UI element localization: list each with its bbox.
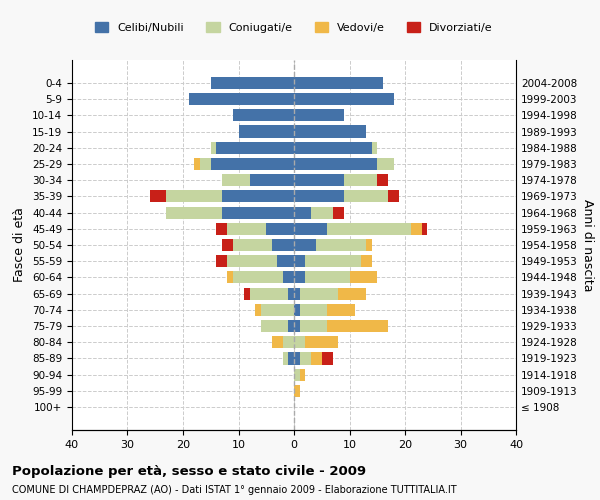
Bar xyxy=(222,174,250,186)
Bar xyxy=(216,222,227,235)
Bar xyxy=(260,304,294,316)
Bar xyxy=(294,206,311,218)
Bar xyxy=(338,288,366,300)
Bar xyxy=(277,255,294,268)
Bar xyxy=(289,320,294,332)
Bar xyxy=(149,190,166,202)
Bar xyxy=(233,109,294,122)
Bar xyxy=(294,288,299,300)
Text: COMUNE DI CHAMPDEPRAZ (AO) - Dati ISTAT 1° gennaio 2009 - Elaborazione TUTTITALI: COMUNE DI CHAMPDEPRAZ (AO) - Dati ISTAT … xyxy=(12,485,457,495)
Bar xyxy=(227,222,266,235)
Bar xyxy=(255,304,260,316)
Y-axis label: Fasce di età: Fasce di età xyxy=(13,208,26,282)
Bar xyxy=(294,174,344,186)
Bar xyxy=(216,142,294,154)
Bar xyxy=(377,174,388,186)
Bar xyxy=(227,272,233,283)
Bar xyxy=(244,288,250,300)
Bar xyxy=(299,352,311,364)
Bar xyxy=(294,142,372,154)
Bar xyxy=(377,158,394,170)
Bar xyxy=(233,272,283,283)
Bar xyxy=(272,336,283,348)
Bar xyxy=(299,288,338,300)
Y-axis label: Anni di nascita: Anni di nascita xyxy=(581,198,594,291)
Bar xyxy=(166,206,222,218)
Bar xyxy=(188,93,294,105)
Bar xyxy=(211,77,294,89)
Bar xyxy=(260,320,289,332)
Bar xyxy=(233,239,272,251)
Bar xyxy=(294,93,394,105)
Bar xyxy=(194,158,200,170)
Bar xyxy=(294,385,299,397)
Bar xyxy=(344,174,377,186)
Bar xyxy=(283,272,294,283)
Bar xyxy=(250,174,294,186)
Bar xyxy=(294,368,299,381)
Bar xyxy=(333,206,344,218)
Bar xyxy=(322,352,333,364)
Bar xyxy=(349,272,377,283)
Text: Popolazione per età, sesso e stato civile - 2009: Popolazione per età, sesso e stato civil… xyxy=(12,465,366,478)
Bar xyxy=(294,304,299,316)
Bar xyxy=(222,239,233,251)
Bar xyxy=(211,158,294,170)
Bar xyxy=(211,142,216,154)
Bar xyxy=(222,190,294,202)
Bar xyxy=(366,239,372,251)
Bar xyxy=(166,190,222,202)
Bar xyxy=(294,222,328,235)
Bar xyxy=(311,352,322,364)
Bar xyxy=(305,272,349,283)
Bar xyxy=(294,109,344,122)
Bar xyxy=(305,336,338,348)
Bar xyxy=(316,239,366,251)
Bar xyxy=(311,206,333,218)
Bar xyxy=(272,239,294,251)
Bar xyxy=(200,158,211,170)
Bar xyxy=(283,352,289,364)
Bar xyxy=(294,158,377,170)
Bar xyxy=(294,255,305,268)
Bar xyxy=(250,288,289,300)
Bar xyxy=(328,222,410,235)
Bar xyxy=(294,126,366,138)
Bar xyxy=(222,206,294,218)
Bar xyxy=(410,222,422,235)
Bar xyxy=(294,352,299,364)
Bar xyxy=(294,336,305,348)
Bar xyxy=(388,190,400,202)
Bar xyxy=(289,288,294,300)
Bar xyxy=(299,320,328,332)
Bar xyxy=(294,320,299,332)
Bar xyxy=(216,255,227,268)
Bar xyxy=(361,255,372,268)
Bar xyxy=(294,272,305,283)
Bar xyxy=(289,352,294,364)
Bar xyxy=(372,142,377,154)
Bar xyxy=(328,320,388,332)
Bar xyxy=(294,239,316,251)
Bar xyxy=(266,222,294,235)
Bar xyxy=(294,190,344,202)
Bar xyxy=(305,255,361,268)
Bar xyxy=(299,304,328,316)
Bar xyxy=(299,368,305,381)
Bar xyxy=(239,126,294,138)
Bar xyxy=(294,77,383,89)
Bar xyxy=(328,304,355,316)
Bar xyxy=(283,336,294,348)
Bar xyxy=(227,255,277,268)
Legend: Celibi/Nubili, Coniugati/e, Vedovi/e, Divorziati/e: Celibi/Nubili, Coniugati/e, Vedovi/e, Di… xyxy=(91,18,497,37)
Bar xyxy=(344,190,388,202)
Bar xyxy=(422,222,427,235)
